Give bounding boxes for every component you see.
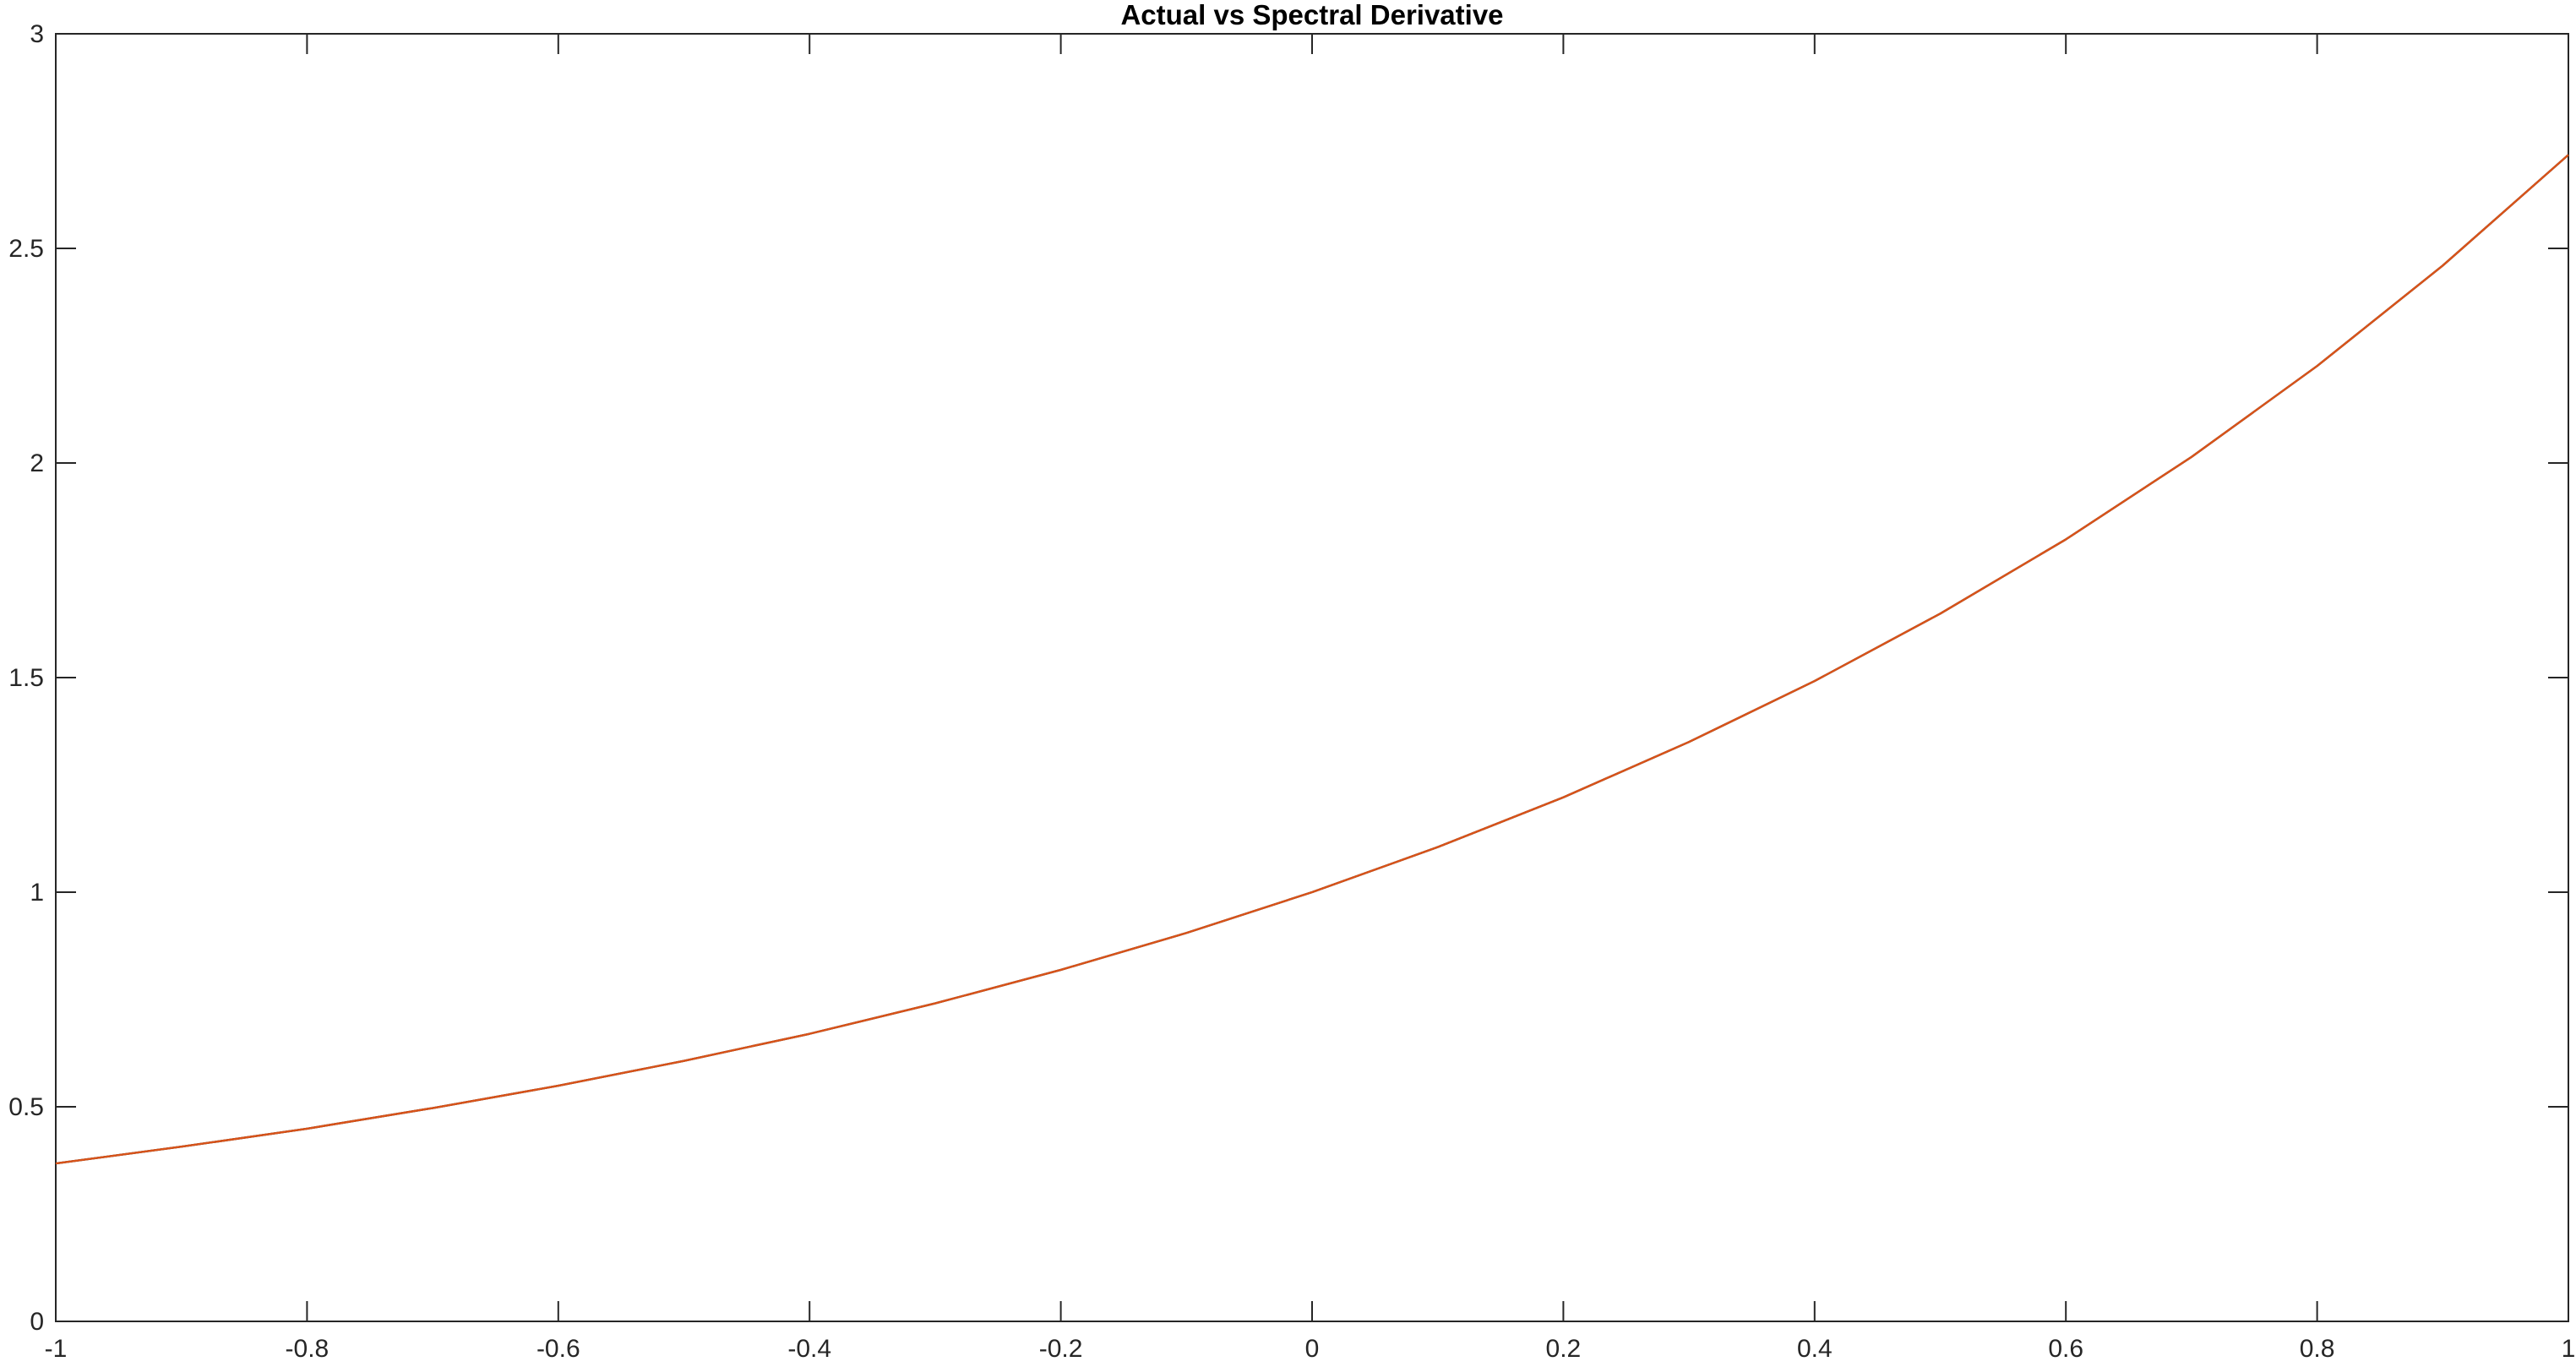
x-tick-label: 0 — [1305, 1335, 1320, 1363]
y-tick-label: 1.5 — [8, 664, 44, 692]
y-axis-tick-labels: 0 0.5 1 1.5 2 2.5 3 — [8, 20, 44, 1336]
y-tick-label: 2.5 — [8, 235, 44, 263]
axis-ticks — [55, 33, 2569, 1322]
x-tick-label: -0.6 — [536, 1335, 580, 1363]
x-tick-label: 0.4 — [1797, 1335, 1833, 1363]
plot-area — [55, 33, 2569, 1322]
x-axis-tick-labels: -1 -0.8 -0.6 -0.4 -0.2 0 0.2 0.4 0.6 0.8 1 — [45, 1335, 2576, 1363]
y-tick-label: 2 — [30, 449, 44, 477]
series-line-2 — [55, 154, 2569, 1165]
x-tick-label: 0.6 — [2048, 1335, 2083, 1363]
x-tick-label: 0.2 — [1546, 1335, 1582, 1363]
chart-title: Actual vs Spectral Derivative — [1120, 0, 1503, 30]
series-lines — [55, 154, 2569, 1165]
x-tick-label: -0.4 — [787, 1335, 831, 1363]
y-tick-label: 0 — [30, 1308, 44, 1336]
x-tick-label: 0.8 — [2300, 1335, 2335, 1363]
y-tick-label: 3 — [30, 20, 44, 48]
y-tick-label: 0.5 — [8, 1093, 44, 1121]
x-tick-label: 1 — [2562, 1335, 2576, 1363]
y-tick-label: 1 — [30, 879, 44, 907]
x-tick-label: -1 — [45, 1335, 68, 1363]
x-tick-label: -0.8 — [286, 1335, 329, 1363]
x-tick-label: -0.2 — [1039, 1335, 1083, 1363]
